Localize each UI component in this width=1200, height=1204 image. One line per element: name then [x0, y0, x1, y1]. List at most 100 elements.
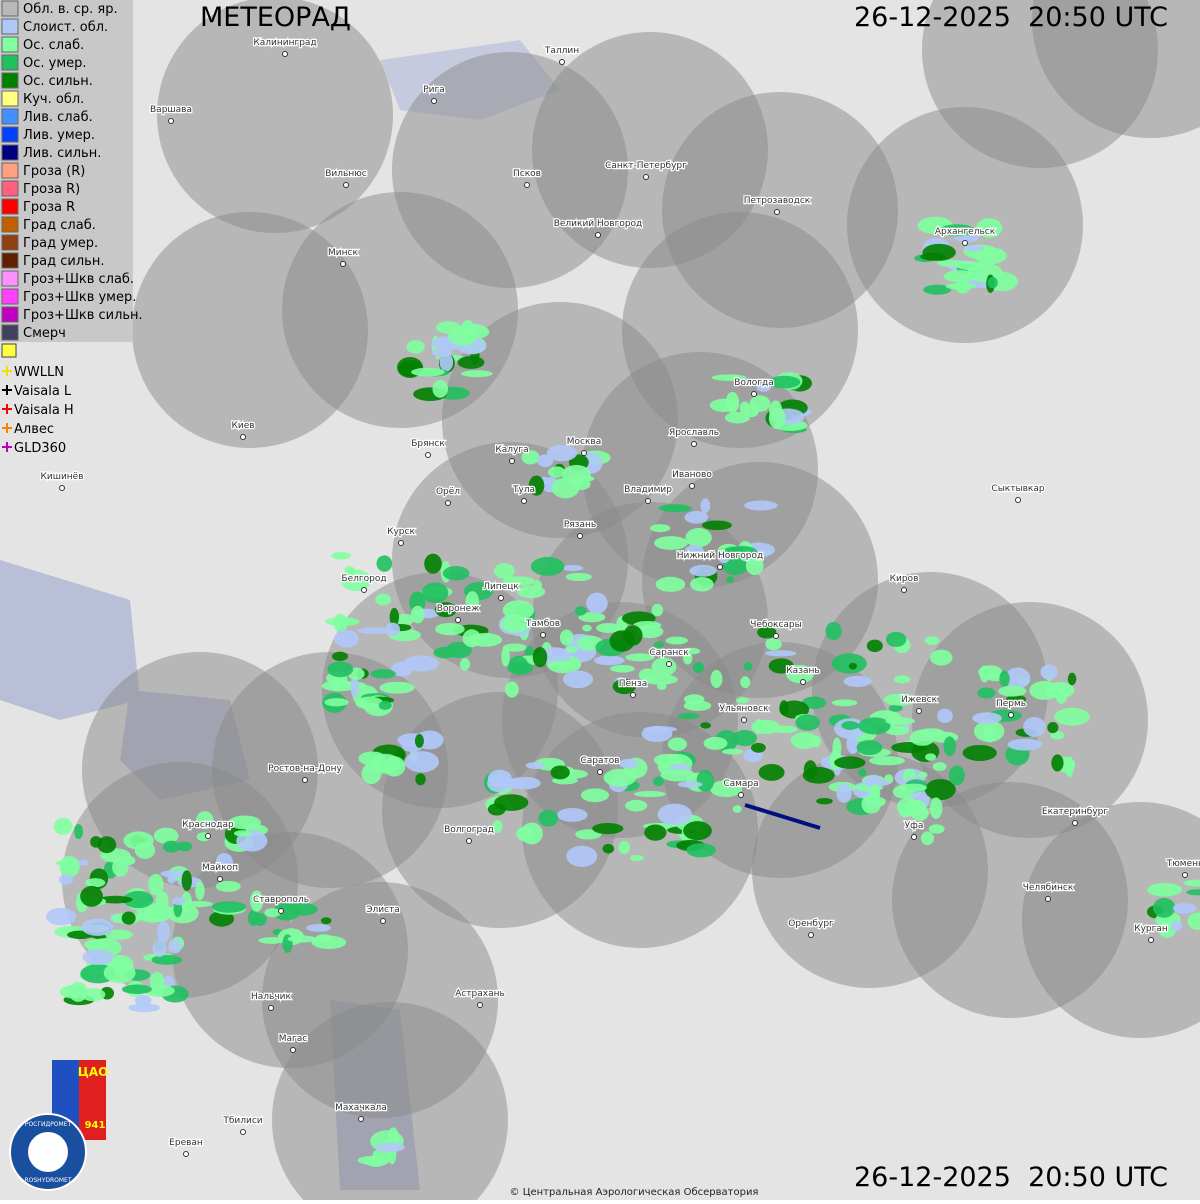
legend-label: Ос. умер. — [23, 56, 87, 71]
lightning-marker — [2, 442, 12, 452]
precipitation — [550, 765, 570, 780]
precipitation — [258, 937, 285, 944]
precipitation — [375, 1142, 405, 1153]
city-dot — [645, 498, 651, 504]
city-dot — [540, 632, 546, 638]
precipitation — [459, 658, 471, 671]
city-dot — [183, 1151, 189, 1157]
city-dot — [282, 51, 288, 57]
precipitation — [610, 664, 635, 673]
precipitation — [98, 895, 133, 904]
precipitation — [858, 768, 867, 777]
precipitation — [869, 756, 905, 766]
precipitation — [487, 774, 510, 793]
precipitation — [1005, 667, 1031, 689]
legend-swatch — [1, 54, 19, 71]
logo-agency: РОСГИДРОМЕТ — [25, 1121, 72, 1128]
city-label: Нижний Новгород — [677, 551, 763, 561]
precipitation — [414, 734, 424, 748]
precipitation — [365, 1156, 387, 1167]
precipitation — [435, 622, 465, 636]
precipitation — [389, 607, 400, 627]
precipitation — [1023, 716, 1046, 737]
precipitation — [561, 564, 584, 572]
precipitation — [790, 732, 819, 749]
city-dot — [773, 633, 779, 639]
precipitation — [424, 553, 442, 574]
precipitation — [893, 675, 911, 684]
precipitation — [546, 444, 578, 462]
city-label: Майкоп — [202, 863, 238, 873]
precipitation — [657, 803, 693, 826]
city-dot — [509, 458, 515, 464]
precipitation — [696, 769, 715, 792]
precipitation — [325, 617, 360, 627]
precipitation — [465, 591, 479, 612]
legend-label: Гроза R) — [23, 182, 80, 197]
city-label: Курган — [1134, 924, 1168, 934]
precipitation — [1067, 672, 1077, 686]
precipitation — [331, 651, 349, 661]
precipitation — [680, 647, 701, 655]
precipitation — [561, 464, 592, 484]
precipitation — [866, 639, 883, 653]
precipitation — [168, 939, 182, 954]
precipitation — [357, 627, 391, 634]
precipitation — [765, 638, 782, 651]
legend-label: Ос. сильн. — [23, 74, 93, 89]
precipitation — [650, 524, 671, 533]
precipitation — [85, 878, 106, 888]
precipitation — [633, 790, 666, 798]
title: МЕТЕОРАД — [200, 2, 351, 33]
precipitation — [1047, 721, 1059, 734]
precipitation — [836, 783, 852, 803]
legend-label: Гроз+Шкв сильн. — [23, 308, 143, 323]
legend-swatch — [1, 324, 19, 341]
copyright: © Центральная Аэрологическая Обсерватори… — [510, 1187, 759, 1198]
city-label: Тамбов — [525, 619, 560, 629]
legend-label: Обл. в. ср. яр. — [23, 2, 118, 17]
city-dot — [962, 240, 968, 246]
precipitation — [682, 651, 693, 665]
lightning-marker — [2, 404, 12, 414]
city-label: Калуга — [495, 445, 528, 455]
city-dot — [278, 908, 284, 914]
radar-coverage — [1022, 802, 1200, 1038]
precipitation — [272, 903, 301, 921]
precipitation — [247, 909, 259, 926]
precipitation — [754, 719, 763, 735]
precipitation — [929, 797, 943, 819]
city-dot — [691, 441, 697, 447]
precipitation — [684, 510, 709, 524]
city-label: Киев — [231, 421, 254, 431]
precipitation — [924, 779, 956, 801]
precipitation — [433, 646, 458, 659]
precipitation — [315, 934, 333, 944]
lightning-marker — [2, 423, 12, 433]
precipitation — [925, 753, 937, 761]
precipitation — [1187, 912, 1200, 930]
precipitation — [122, 855, 136, 866]
precipitation — [654, 536, 688, 550]
precipitation — [123, 831, 154, 850]
legend-swatch — [1, 252, 19, 269]
precipitation — [500, 614, 530, 633]
precipitation — [504, 681, 519, 698]
city-label: Курск — [387, 527, 415, 537]
precipitation — [528, 475, 545, 496]
city-dot — [689, 483, 695, 489]
precipitation — [334, 630, 359, 648]
city-dot — [290, 1047, 296, 1053]
precipitation — [595, 622, 621, 633]
precipitation — [516, 585, 546, 599]
precipitation — [447, 326, 478, 346]
city-label: Архангельск — [935, 227, 996, 237]
precipitation — [396, 613, 415, 626]
precipitation — [653, 641, 665, 648]
precipitation — [743, 662, 753, 671]
city-label: Варшава — [150, 105, 192, 115]
precipitation — [378, 700, 392, 710]
precipitation — [139, 912, 165, 923]
precipitation — [896, 797, 921, 817]
legend-swatch — [1, 234, 19, 251]
